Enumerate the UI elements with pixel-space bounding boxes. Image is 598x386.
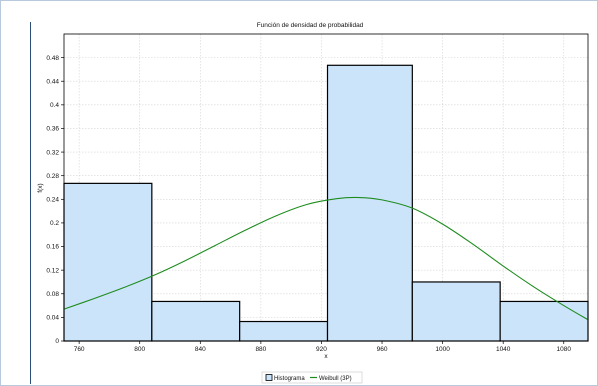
- x-tick-label: 960: [377, 346, 388, 353]
- histogram-bar: [151, 300, 241, 342]
- x-tick-label: 1040: [496, 346, 511, 353]
- y-axis-label: f(x): [37, 183, 44, 192]
- weibull-curve: [63, 196, 589, 321]
- y-tick-label: 0.24: [46, 197, 59, 204]
- chart-title: Función de densidad de probabilidad: [257, 22, 364, 29]
- y-tick-label: 0: [55, 338, 59, 345]
- x-tick-label: 840: [195, 346, 206, 353]
- y-tick-label: 0.32: [46, 149, 59, 156]
- y-tick-label: 0.16: [46, 244, 59, 251]
- y-tick-label: 0.12: [46, 267, 59, 274]
- x-tick-label: 1080: [557, 346, 572, 353]
- x-tick-label: 1000: [435, 346, 450, 353]
- y-tick-label: 0.4: [50, 102, 59, 109]
- x-tick-label: 800: [134, 346, 145, 353]
- weibull-curve-layer: [63, 196, 589, 321]
- histogram-bar: [63, 182, 153, 342]
- x-tick-label: 920: [316, 346, 327, 353]
- legend-weibull-label: Weibull (3P): [319, 376, 352, 382]
- plot-border: [63, 33, 589, 342]
- x-axis-label: x: [324, 353, 328, 360]
- y-tick-label: 0.2: [50, 220, 59, 227]
- y-tick-label: 0.44: [46, 78, 59, 85]
- histogram-bar: [499, 300, 589, 342]
- legend-histogram-swatch: [265, 374, 273, 381]
- x-tick-label: 760: [74, 346, 85, 353]
- y-tick-label: 0.08: [46, 291, 59, 298]
- histogram-bar: [326, 64, 413, 342]
- histogram-bar: [239, 320, 329, 342]
- y-tick-label: 0.04: [46, 315, 59, 322]
- left-accent-line: [30, 22, 31, 384]
- legend-histogram-label: Histograma: [274, 376, 305, 382]
- y-tick-label: 0.48: [46, 55, 59, 62]
- legend: Histograma Weibull (3P): [261, 371, 363, 384]
- axes: [61, 33, 589, 344]
- y-tick-label: 0.28: [46, 173, 59, 180]
- histogram-bar: [411, 281, 501, 342]
- y-tick-label: 0.36: [46, 126, 59, 133]
- tick-labels: 0 0.04 0.08 0.12 0.16 0.2 0.24 0.28 0.32 0.36 0.4 0…: [46, 55, 571, 353]
- x-tick-label: 880: [255, 346, 266, 353]
- histogram-bars: [63, 64, 589, 342]
